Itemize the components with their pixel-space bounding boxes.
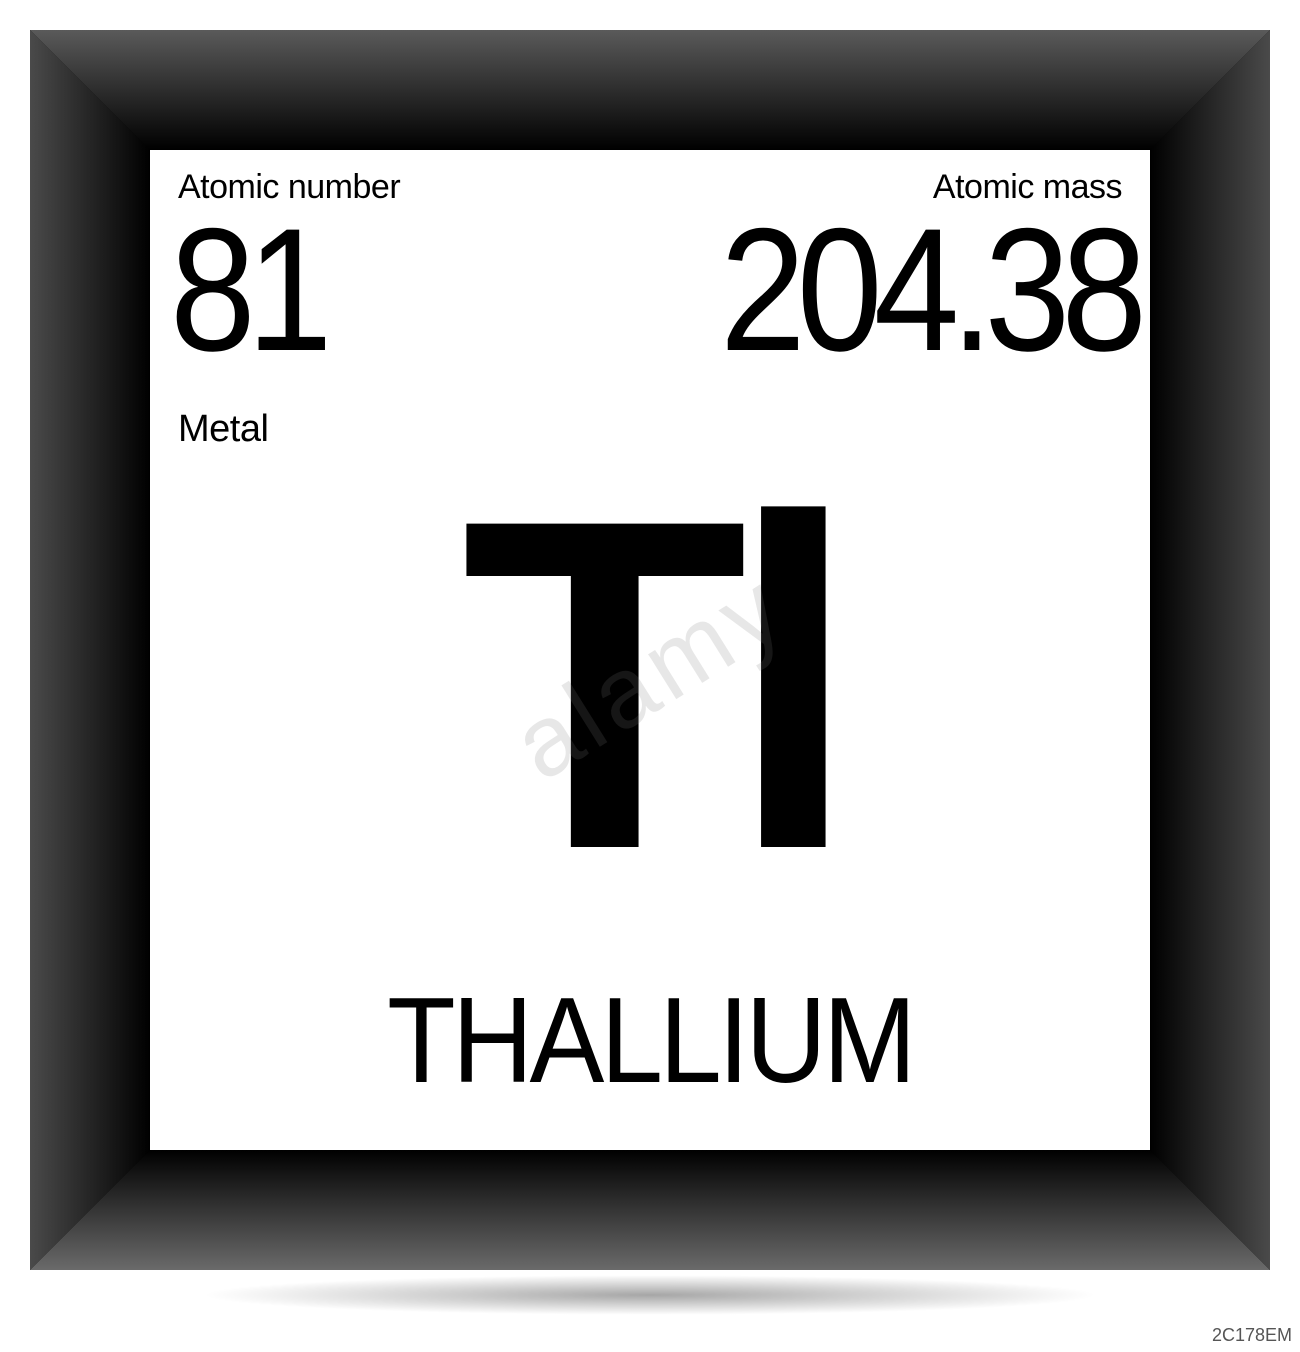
- element-name: THALLIUM: [190, 970, 1110, 1110]
- frame-bevel-right: [1150, 30, 1270, 1270]
- frame-bevel-left: [30, 30, 150, 1270]
- frame-bevel-top: [30, 30, 1270, 150]
- frame-bevel-bottom: [30, 1150, 1270, 1270]
- frame-shadow: [200, 1275, 1100, 1315]
- element-category: Metal: [178, 408, 268, 451]
- stock-image-id: 2C178EM: [1212, 1325, 1292, 1346]
- element-card: Atomic number 81 Atomic mass 204.38 Meta…: [150, 150, 1150, 1150]
- atomic-mass-value: 204.38: [720, 190, 1138, 391]
- canvas: Atomic number 81 Atomic mass 204.38 Meta…: [0, 0, 1300, 1352]
- element-frame: Atomic number 81 Atomic mass 204.38 Meta…: [30, 30, 1270, 1270]
- atomic-number-value: 81: [170, 190, 324, 391]
- element-symbol: Tl: [150, 450, 1150, 920]
